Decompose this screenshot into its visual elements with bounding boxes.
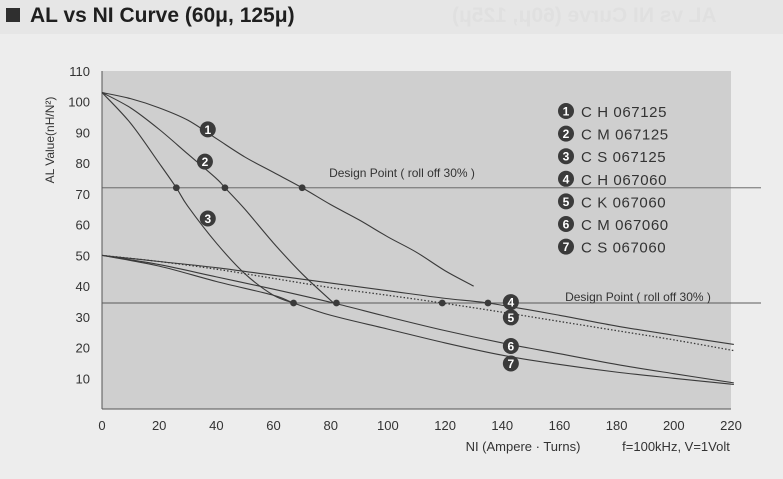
series-badge-4-circle <box>502 294 519 311</box>
series-line-2 <box>101 92 334 304</box>
y-tick-label: 90 <box>76 125 90 140</box>
series-line-3 <box>101 92 294 304</box>
legend-badge-7-number: 7 <box>563 240 570 254</box>
series-badge-6-number: 6 <box>508 340 515 354</box>
y-tick-label: 110 <box>69 64 90 79</box>
legend-entry-2: C M 067125 <box>581 127 669 144</box>
series-badge-3-number: 3 <box>204 212 211 226</box>
data-point-marker <box>172 184 180 192</box>
x-tick-label: 20 <box>152 418 166 433</box>
design-point-label: Design Point ( roll off 30% ) <box>565 290 711 304</box>
legend-badge-6-circle <box>558 216 574 232</box>
data-point-marker <box>438 299 446 307</box>
series-badge-2-circle <box>196 153 213 170</box>
x-tick-label: 140 <box>491 418 513 433</box>
design-point-label: Design Point ( roll off 30% ) <box>329 166 475 180</box>
legend-entry-7: C S 067060 <box>581 240 666 257</box>
y-tick-label: 100 <box>68 95 90 110</box>
series-badge-5-number: 5 <box>508 311 515 325</box>
series-line-7 <box>101 254 734 385</box>
x-tick-label: 220 <box>720 418 742 433</box>
page-header: AL vs NI Curve (60μ, 125μ) AL vs NI Curv… <box>0 0 783 34</box>
data-point-marker <box>484 299 492 307</box>
y-tick-label: 20 <box>76 341 90 356</box>
x-tick-label: 80 <box>323 418 337 433</box>
y-axis-label: AL Value(nH/N²) <box>43 97 57 184</box>
data-point-marker <box>221 184 229 192</box>
header-square-icon <box>6 8 20 22</box>
data-point-marker <box>290 299 297 307</box>
x-axis-label: NI (Ampere · Turns) <box>466 439 581 454</box>
series-badge-7-circle <box>502 355 519 372</box>
series-badge-1-circle <box>199 121 216 138</box>
series-line-6 <box>101 254 734 384</box>
x-tick-label: 180 <box>606 418 628 433</box>
data-point-marker <box>298 184 306 192</box>
series-line-1 <box>101 91 474 287</box>
x-tick-label: 160 <box>549 418 571 433</box>
legend-badge-1-number: 1 <box>563 105 570 119</box>
x-tick-label: 60 <box>266 418 280 433</box>
x-tick-label: 40 <box>209 418 223 433</box>
x-tick-label: 0 <box>98 418 105 433</box>
legend-badge-2-number: 2 <box>563 127 570 141</box>
legend-entry-1: C H 067125 <box>581 104 667 121</box>
series-badge-6-circle <box>502 338 519 355</box>
series-badge-4-number: 4 <box>508 296 515 310</box>
legend-badge-6-number: 6 <box>563 218 570 232</box>
y-tick-label: 30 <box>76 310 90 325</box>
series-badge-2-number: 2 <box>202 155 209 169</box>
legend-badge-3-number: 3 <box>563 150 570 164</box>
legend-badge-5-circle <box>558 193 574 210</box>
y-tick-label: 80 <box>76 156 90 171</box>
legend-entry-6: C M 067060 <box>581 217 669 234</box>
y-tick-label: 50 <box>76 248 90 263</box>
x-tick-label: 200 <box>663 418 685 433</box>
header-bleed-through-text: AL vs NI Curve (60μ, 125μ) <box>452 4 717 27</box>
x-tick-label: 120 <box>434 418 456 433</box>
test-condition-note: f=100kHz, V=1Volt <box>622 439 730 454</box>
y-tick-label: 60 <box>76 218 90 233</box>
x-tick-label: 100 <box>377 418 399 433</box>
legend-badge-7-circle <box>558 238 574 255</box>
series-badge-5-circle <box>502 309 519 326</box>
legend-badge-2-circle <box>558 125 574 142</box>
series-badge-1-number: 1 <box>204 123 211 137</box>
legend-badge-5-number: 5 <box>563 195 570 209</box>
legend-badge-3-circle <box>558 148 574 165</box>
legend-entry-3: C S 067125 <box>581 149 666 166</box>
al-vs-ni-chart: 10 20 30 40 50 60 70 80 90 100 110 0 20 40 60 80 100 120 1… <box>43 64 761 454</box>
series-badge-3-circle <box>199 210 216 227</box>
page-title: AL vs NI Curve (60μ, 125μ) <box>30 4 295 27</box>
series-line-4 <box>101 254 734 346</box>
legend-badge-4-number: 4 <box>563 172 570 186</box>
y-tick-label: 70 <box>76 187 90 202</box>
legend-badge-4-circle <box>558 170 574 187</box>
legend-badge-1-circle <box>558 103 574 119</box>
legend-entry-5: C K 067060 <box>581 194 666 211</box>
y-tick-label: 10 <box>76 371 90 386</box>
legend-entry-4: C H 067060 <box>581 172 667 189</box>
series-line-5 <box>101 254 734 352</box>
data-point-marker <box>333 299 340 307</box>
y-tick-label: 40 <box>76 279 90 294</box>
series-badge-7-number: 7 <box>508 357 515 371</box>
